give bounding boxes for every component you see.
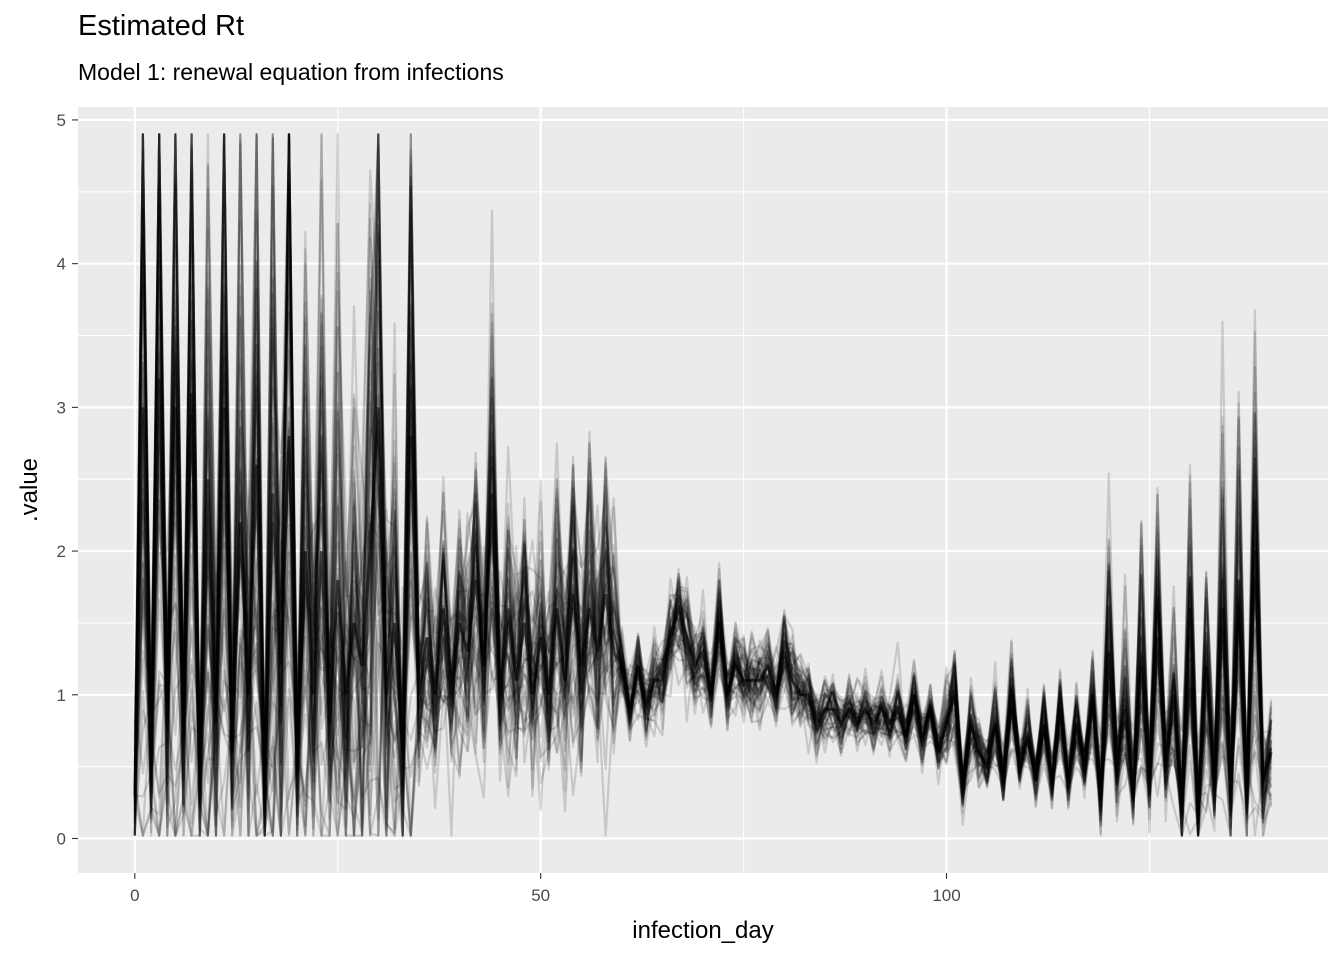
- draw-line: [133, 133, 1273, 837]
- axes: 0 50 100 0 1 2 3 4 5: [57, 111, 961, 905]
- draw-line: [133, 133, 1273, 837]
- draw-line: [133, 144, 1273, 824]
- x-tick-label: 100: [932, 886, 960, 905]
- draw-line: [133, 133, 1273, 837]
- chart-title: Estimated Rt: [78, 10, 244, 42]
- y-tick-label: 4: [57, 255, 66, 274]
- draw-line: [133, 133, 1273, 831]
- y-tick-label: 1: [57, 686, 66, 705]
- chart-subtitle: Model 1: renewal equation from infection…: [78, 59, 504, 85]
- draw-line: [133, 133, 1273, 837]
- draw-line: [133, 133, 1273, 837]
- x-axis-label: infection_day: [632, 917, 773, 944]
- y-tick-label: 0: [57, 830, 66, 849]
- y-tick-label: 5: [57, 111, 66, 130]
- draw-line: [133, 133, 1273, 837]
- y-axis-label: .value: [16, 458, 43, 522]
- draw-line: [133, 133, 1273, 837]
- median-line: [133, 378, 1273, 810]
- draw-line: [133, 133, 1272, 837]
- draw-line: [133, 133, 1273, 837]
- y-tick-label: 3: [57, 398, 66, 417]
- x-tick-label: 0: [130, 886, 139, 905]
- draw-line: [133, 133, 1273, 837]
- draw-lines: [133, 133, 1273, 837]
- x-tick-label: 50: [531, 886, 550, 905]
- y-tick-label: 2: [57, 542, 66, 561]
- draw-line: [133, 133, 1273, 837]
- draw-line: [133, 133, 1273, 837]
- draw-line: [133, 185, 1273, 837]
- gridlines: [78, 107, 1328, 873]
- draw-line: [133, 133, 1273, 836]
